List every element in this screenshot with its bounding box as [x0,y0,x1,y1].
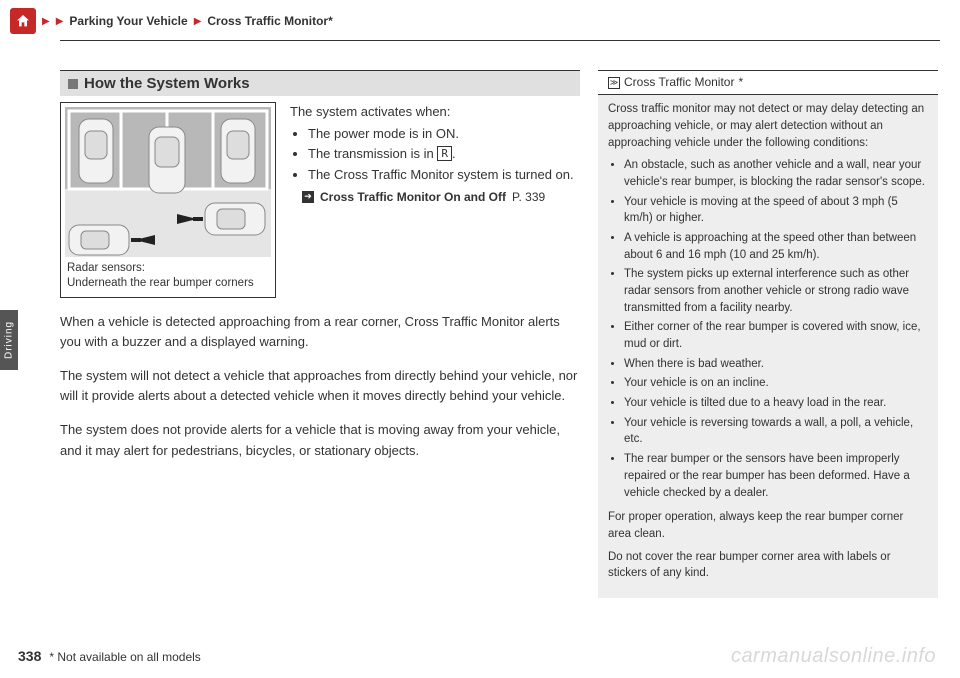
breadcrumb-level1[interactable]: Parking Your Vehicle [69,14,187,28]
body-paragraph: The system does not provide alerts for a… [60,420,580,460]
footer-note: * Not available on all models [49,650,200,664]
caption-line1: Radar sensors: [67,261,269,276]
breadcrumb-level2[interactable]: Cross Traffic Monitor* [207,14,332,28]
sidebar-title: Cross Traffic Monitor [624,74,734,91]
asterisk: * [738,74,743,91]
square-marker-icon [68,79,78,89]
left-column: How the System Works [60,70,580,598]
chevron-icon: ▶ [56,16,64,27]
activation-intro: The system activates when: [290,102,574,122]
top-rule [60,40,940,41]
breadcrumb: ▶ ▶ Parking Your Vehicle ▶ Cross Traffic… [0,0,960,40]
breadcrumb-level2-text: Cross Traffic Monitor [207,14,328,28]
watermark: carmanualsonline.info [731,645,936,668]
list-item: The power mode is in ON. [308,124,574,144]
list-item: The transmission is in R. [308,144,574,164]
sidebar-outro: For proper operation, always keep the re… [608,509,928,542]
side-tab-driving[interactable]: Driving [0,310,18,370]
sequence-icon: ≫ [608,77,620,89]
cross-reference[interactable]: ➔ Cross Traffic Monitor On and Off P. 33… [302,188,574,206]
sidebar-outro: Do not cover the rear bumper corner area… [608,549,928,582]
xref-icon: ➔ [302,191,314,203]
list-item-text: The transmission is in [308,146,437,161]
list-item: The system picks up external interferenc… [624,266,928,316]
caption-line2: Underneath the rear bumper corners [67,276,269,291]
list-item: An obstacle, such as another vehicle and… [624,157,928,190]
body-paragraph: When a vehicle is detected approaching f… [60,312,580,352]
body-paragraph: The system will not detect a vehicle tha… [60,366,580,406]
list-item: Your vehicle is on an incline. [624,375,928,392]
chevron-icon: ▶ [194,16,202,27]
list-item: Your vehicle is reversing towards a wall… [624,415,928,448]
figure-caption: Radar sensors: Underneath the rear bumpe… [65,257,271,293]
xref-page: P. 339 [512,188,545,206]
chevron-icon: ▶ [42,16,50,27]
list-item: The rear bumper or the sensors have been… [624,451,928,501]
list-item: Either corner of the rear bumper is cove… [624,319,928,352]
right-sidebar: ≫ Cross Traffic Monitor* Cross traffic m… [598,70,938,598]
home-icon[interactable] [10,8,36,34]
activation-list: The power mode is in ON. The transmissio… [290,124,574,185]
figure-row: Radar sensors: Underneath the rear bumpe… [60,102,580,298]
activation-block: The system activates when: The power mod… [290,102,574,206]
sidebar-intro: Cross traffic monitor may not detect or … [608,101,928,151]
list-item: The Cross Traffic Monitor system is turn… [308,165,574,185]
list-item: Your vehicle is moving at the speed of a… [624,194,928,227]
section-title: How the System Works [60,70,580,96]
content-area: How the System Works [60,70,940,598]
xref-label: Cross Traffic Monitor On and Off [320,188,506,206]
list-item: A vehicle is approaching at the speed ot… [624,230,928,263]
parking-diagram [65,107,271,257]
page-number: 338 [18,648,41,664]
gear-r-box: R [437,146,452,161]
list-item: Your vehicle is tilted due to a heavy lo… [624,395,928,412]
sidebar-header: ≫ Cross Traffic Monitor* [598,70,938,95]
section-title-text: How the System Works [84,75,250,92]
asterisk: * [328,14,333,28]
sidebar-list: An obstacle, such as another vehicle and… [608,157,928,501]
figure: Radar sensors: Underneath the rear bumpe… [60,102,276,298]
list-item: When there is bad weather. [624,356,928,373]
